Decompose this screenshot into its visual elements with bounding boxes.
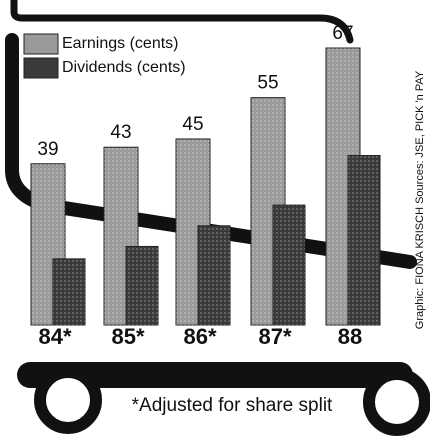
legend-swatch <box>24 34 58 54</box>
value-label: 39 <box>37 139 58 160</box>
bar-texture <box>198 226 230 325</box>
bar-texture <box>53 259 85 325</box>
value-label: 55 <box>257 73 278 94</box>
x-tick-label: 87* <box>258 324 291 349</box>
x-tick-label: 86* <box>183 324 216 349</box>
legend-label: Earnings (cents) <box>62 35 179 52</box>
footnote: *Adjusted for share split <box>132 395 333 416</box>
x-tick-label: 88 <box>338 324 362 349</box>
bar-texture <box>126 246 158 325</box>
x-tick-label: 85* <box>111 324 144 349</box>
value-label: 67 <box>332 23 353 44</box>
legend-label: Dividends (cents) <box>62 59 186 76</box>
credit: Graphic: FIONA KRISCH Sources: JSE, PICK… <box>414 70 426 329</box>
bar-texture <box>273 205 305 325</box>
value-label: 45 <box>182 114 203 135</box>
chart: *Adjusted for share split Graphic: FIONA… <box>0 0 430 437</box>
bar-texture <box>348 155 380 325</box>
x-tick-label: 84* <box>38 324 71 349</box>
legend-swatch <box>24 58 58 78</box>
value-label: 43 <box>110 122 131 143</box>
